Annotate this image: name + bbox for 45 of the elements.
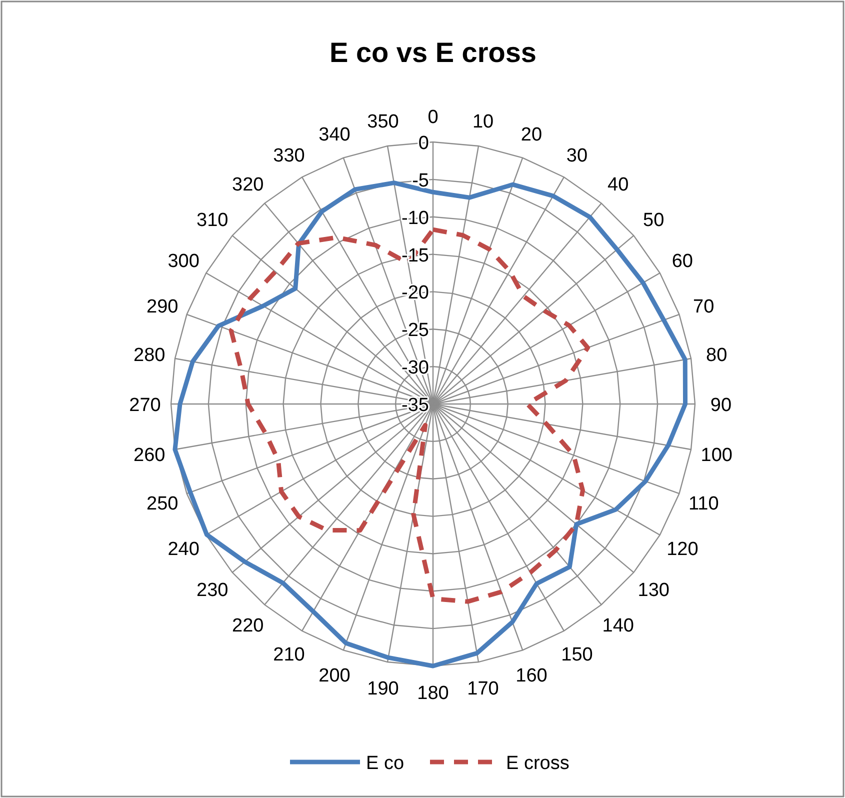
spoke-label: 130: [638, 580, 670, 602]
spoke-label: 80: [706, 344, 728, 366]
y-tick-label: -35: [402, 395, 429, 416]
legend-label: E cross: [506, 753, 570, 774]
spoke-label: 170: [467, 678, 499, 700]
y-tick-label: -25: [402, 320, 429, 342]
spoke-label: 40: [608, 174, 629, 196]
legend-label: E co: [366, 753, 404, 774]
spoke-label: 20: [520, 124, 542, 146]
spoke-label: 230: [196, 580, 228, 602]
spoke-label: 160: [516, 666, 548, 687]
spoke-label: 110: [688, 494, 719, 514]
spoke-label: 340: [318, 124, 350, 146]
spoke-label: 240: [168, 539, 200, 560]
spoke-label: 350: [367, 111, 399, 132]
spoke-label: 180: [417, 683, 449, 704]
spoke-label: 30: [566, 146, 588, 167]
y-tick-label: -5: [412, 170, 429, 192]
y-tick-label: -30: [402, 358, 429, 379]
spoke-label: 10: [472, 111, 494, 132]
spoke-label: 70: [693, 296, 714, 318]
spoke-label: 290: [146, 296, 178, 318]
spoke-label: 50: [643, 210, 664, 231]
spoke-label: 260: [134, 445, 166, 466]
y-tick-label: 0: [428, 107, 438, 128]
spoke-label: 120: [666, 539, 698, 560]
spoke-label: 190: [367, 678, 399, 700]
spoke-label: 330: [273, 146, 305, 167]
spoke-label: 270: [129, 395, 161, 416]
spoke-label: 300: [168, 251, 200, 272]
spoke-label: 60: [672, 251, 693, 272]
y-tick-label: -10: [402, 208, 429, 229]
chart-title: E co vs E cross: [329, 37, 537, 68]
spoke-label: 200: [318, 666, 350, 687]
spoke-label: 140: [602, 616, 634, 637]
y-tick-label: -20: [402, 282, 429, 304]
spoke-label: 210: [273, 644, 305, 666]
spoke-label: 250: [146, 494, 178, 514]
spoke-label: 90: [710, 395, 732, 416]
spoke-label: 150: [561, 644, 593, 666]
spoke-label: 280: [134, 344, 166, 366]
spoke-label: 220: [232, 616, 264, 637]
spoke-label: 100: [700, 445, 732, 466]
spoke-label: 310: [196, 210, 228, 231]
spoke-label: 320: [232, 174, 264, 196]
